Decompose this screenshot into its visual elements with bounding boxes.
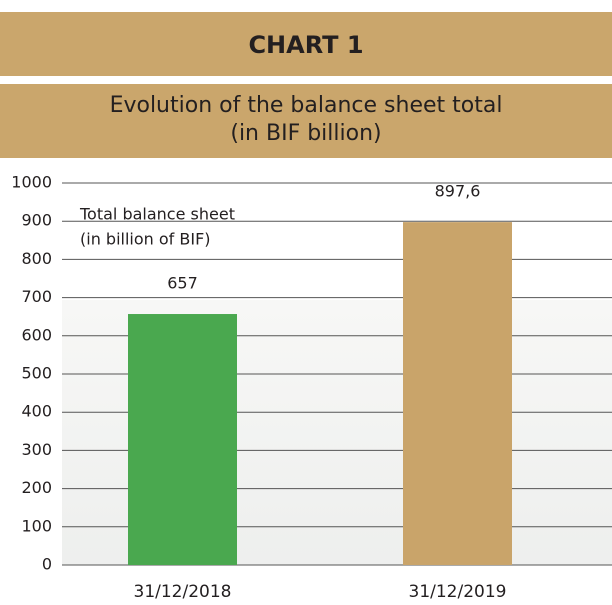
title-bar bbox=[0, 12, 612, 76]
y-tick-label: 300 bbox=[21, 440, 52, 459]
annotation: Total balance sheet bbox=[79, 205, 235, 224]
y-tick-label: 200 bbox=[21, 478, 52, 497]
bar bbox=[403, 222, 512, 565]
y-tick-label: 700 bbox=[21, 287, 52, 306]
x-tick-label: 31/12/2018 bbox=[134, 582, 232, 602]
chart-subtitle: (in BIF billion) bbox=[230, 121, 381, 146]
subtitle-bar bbox=[0, 84, 612, 158]
y-tick-label: 900 bbox=[21, 211, 52, 230]
y-tick-label: 0 bbox=[42, 555, 52, 574]
chart-title: CHART 1 bbox=[248, 31, 363, 59]
y-tick-label: 100 bbox=[21, 516, 52, 535]
annotation: (in billion of BIF) bbox=[80, 230, 211, 249]
bar bbox=[128, 314, 237, 565]
value-label: 897,6 bbox=[435, 182, 481, 201]
y-tick-label: 800 bbox=[21, 249, 52, 268]
chart-subtitle: Evolution of the balance sheet total bbox=[110, 93, 503, 118]
x-tick-label: 31/12/2019 bbox=[409, 582, 507, 602]
y-tick-label: 600 bbox=[21, 325, 52, 344]
y-tick-label: 500 bbox=[21, 364, 52, 383]
y-tick-label: 400 bbox=[21, 402, 52, 421]
y-tick-label: 1000 bbox=[11, 173, 52, 192]
value-label: 657 bbox=[167, 274, 198, 293]
